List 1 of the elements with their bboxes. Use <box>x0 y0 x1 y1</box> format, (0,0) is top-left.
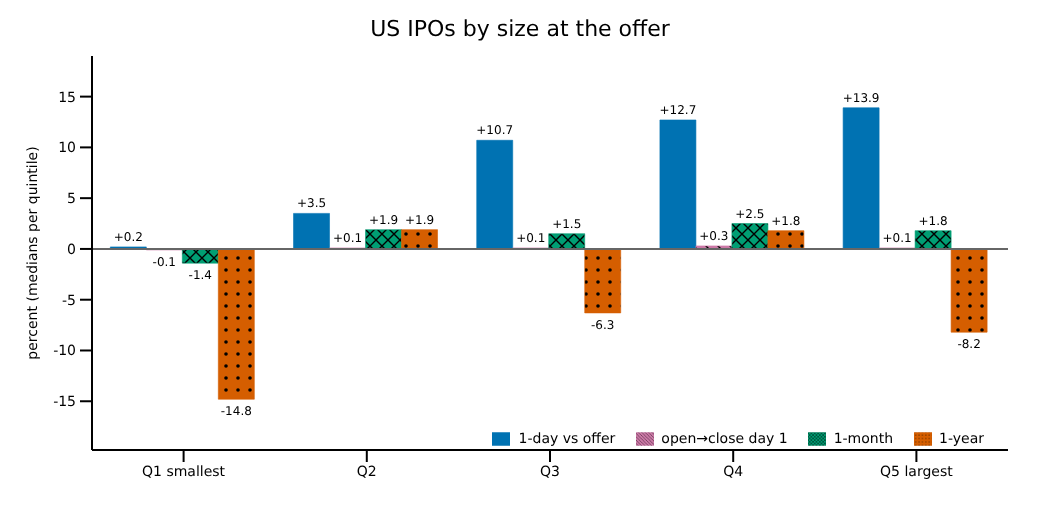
chart-title: US IPOs by size at the offer <box>368 16 672 46</box>
